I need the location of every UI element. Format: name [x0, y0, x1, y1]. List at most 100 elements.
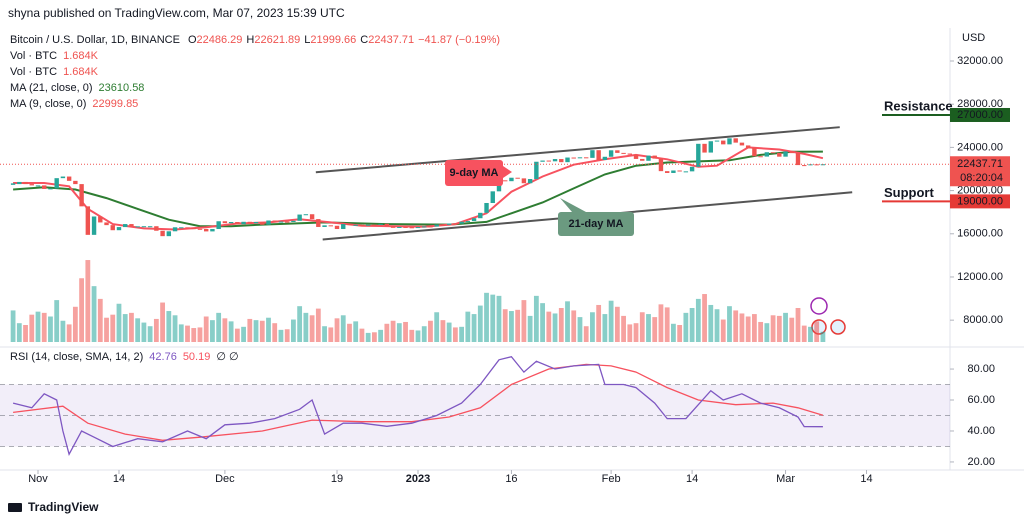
candle [272, 220, 277, 222]
rsi-line [12, 355, 823, 456]
volume-bar [658, 304, 664, 342]
y-tick-label: 32000.00 [957, 55, 1003, 67]
volume-bar [521, 300, 527, 342]
change: −41.87 (−0.19%) [418, 34, 500, 46]
x-tick-label: 14 [686, 473, 698, 485]
callout-box [445, 160, 503, 186]
x-tick-label: Nov [28, 473, 48, 485]
x-tick-label: 14 [860, 473, 872, 485]
candle [745, 145, 751, 148]
candle [471, 218, 477, 222]
volume-bar [552, 313, 558, 342]
candle [459, 221, 464, 224]
level-label: 27000.00 [957, 109, 1003, 121]
volume-bar [41, 312, 47, 342]
candle [116, 227, 122, 231]
volume-bar [764, 323, 770, 342]
volume-bar [66, 324, 72, 342]
countdown: 08:20:04 [960, 172, 1003, 184]
volume-bar [371, 332, 377, 342]
volume-bar [465, 311, 471, 342]
candle [172, 227, 178, 232]
candle [602, 156, 608, 161]
candle [191, 228, 196, 230]
candle [764, 152, 770, 157]
header: shyna published on TradingView.com, Mar … [8, 6, 345, 20]
candle [91, 216, 97, 235]
candle [702, 143, 707, 153]
candle [66, 176, 72, 181]
candle [814, 164, 819, 166]
volume-bar [272, 323, 278, 342]
volume-bar [558, 308, 564, 342]
candle [54, 178, 59, 189]
candle [789, 151, 794, 154]
logo: TradingView [8, 500, 99, 514]
volume-bar [390, 320, 396, 342]
candle [123, 224, 128, 228]
currency: USD [962, 32, 985, 44]
y-tick-label: 40.00 [967, 425, 995, 437]
candle [608, 150, 614, 157]
candle [777, 152, 782, 157]
x-tick-label: 19 [331, 473, 343, 485]
y-tick-label: 28000.00 [957, 98, 1003, 110]
volume-bar [35, 311, 41, 342]
ohlc-value: 21999.66 [310, 34, 356, 46]
volume-bar [315, 308, 321, 342]
candle [85, 206, 91, 235]
legend-value: 22999.85 [92, 98, 138, 110]
candle [434, 224, 439, 227]
volume-bar [583, 326, 589, 342]
candle [60, 176, 66, 179]
volume-bar [303, 312, 309, 342]
volume-bar [210, 320, 215, 342]
ohlc-label: L [304, 34, 310, 46]
volume-bar [502, 309, 508, 342]
volume-bar [222, 318, 228, 342]
volume-bar [565, 301, 570, 342]
candle [521, 178, 527, 184]
volume-bar [54, 300, 60, 342]
logo-icon [8, 503, 22, 512]
volume-bar [91, 286, 97, 342]
legend-label: Vol · BTC [10, 50, 57, 62]
candle [540, 160, 545, 162]
candle [727, 138, 732, 145]
volume-bar [677, 325, 683, 342]
volume-bar [409, 329, 415, 342]
candle [552, 159, 558, 162]
candle [79, 184, 84, 207]
volume-bar [85, 260, 91, 342]
candle [297, 214, 302, 221]
candle [795, 153, 801, 166]
candle [235, 222, 240, 225]
candle [615, 150, 620, 153]
event-icon [830, 319, 846, 335]
volume-bar [135, 318, 141, 342]
callout-text: 21-day MA [568, 218, 623, 230]
last-price-tag [950, 156, 1010, 187]
volume-bar [814, 321, 820, 342]
volume-bar [247, 318, 253, 342]
volume-bar [446, 322, 452, 342]
candle [322, 225, 327, 227]
candle [216, 221, 221, 230]
volume-bar [639, 312, 645, 342]
candle [397, 226, 402, 228]
volume-bar [758, 321, 764, 342]
candle [359, 224, 365, 226]
volume-bar [147, 326, 153, 342]
candle [316, 219, 321, 227]
volume-bar [153, 318, 159, 342]
candle [627, 153, 633, 155]
volume-bar [396, 323, 402, 342]
candle [714, 140, 720, 142]
volume-bar [216, 312, 222, 342]
volume-bar [652, 317, 658, 342]
volume-bar [452, 327, 458, 342]
rsi-label: RSI (14, close, SMA, 14, 2) [10, 351, 143, 363]
candle [253, 222, 259, 224]
level-label: 19000.00 [957, 195, 1003, 207]
trendline [315, 126, 840, 174]
